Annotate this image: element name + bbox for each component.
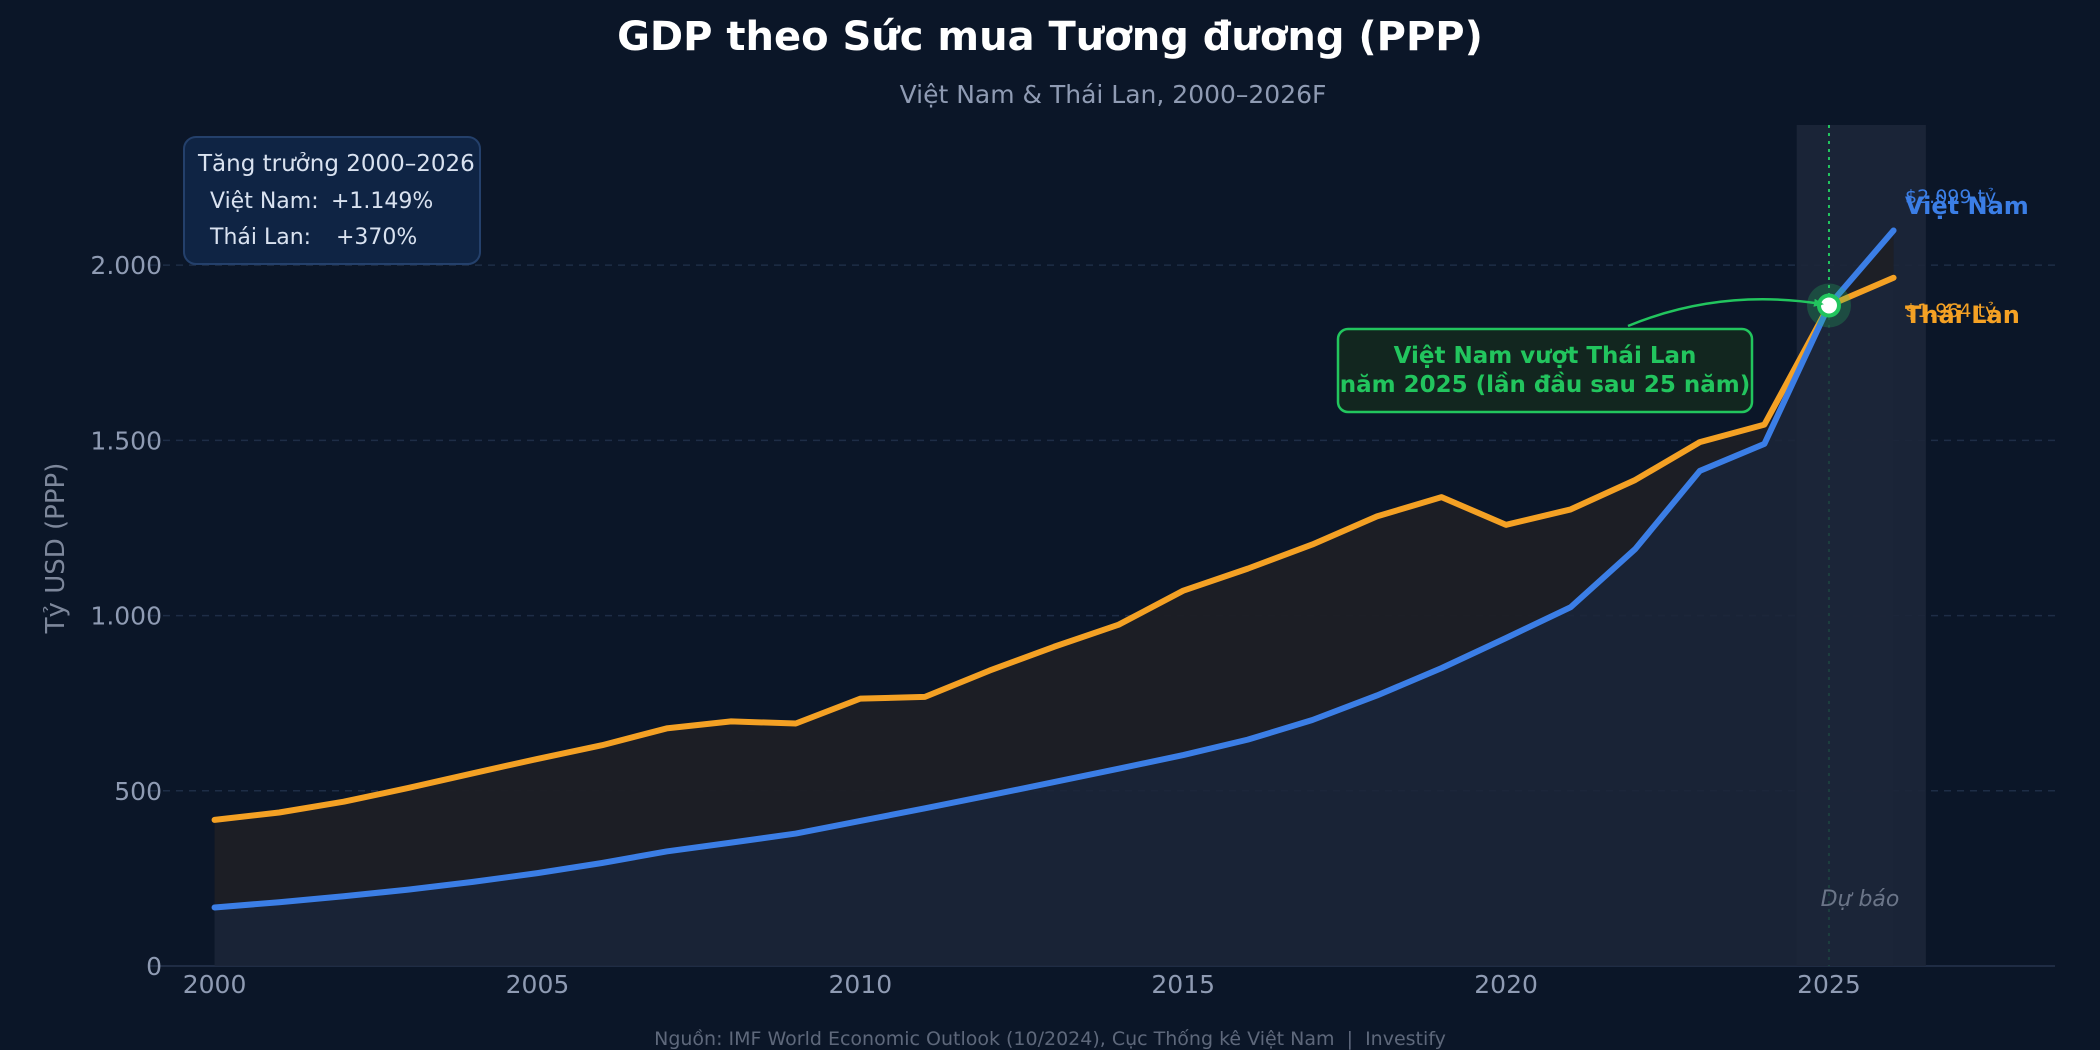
chart-title: GDP theo Sức mua Tương đương (PPP) bbox=[617, 14, 1483, 60]
annotation-text-line1: Việt Nam vượt Thái Lan bbox=[1394, 343, 1697, 369]
x-tick-label: 2000 bbox=[183, 970, 247, 999]
series-value-label-vietnam: $2.099 tỷ bbox=[1905, 186, 1996, 208]
axis-ticks: 0 500 1.000 1.500 2.000 2000 2005 2010 2015 2020 2… bbox=[90, 251, 1860, 999]
growth-legend-box: Tăng trưởng 2000–2026 Việt Nam: +1.149% … bbox=[183, 136, 481, 265]
x-tick-label: 2020 bbox=[1474, 970, 1538, 999]
crossover-marker-group bbox=[1806, 283, 1851, 328]
y-tick-label: 2.000 bbox=[90, 251, 162, 280]
x-tick-label: 2010 bbox=[829, 970, 893, 999]
crossover-marker bbox=[1816, 293, 1841, 318]
series-value-label-thailand: $1.964 tỷ bbox=[1905, 300, 1996, 322]
series-name-label-thailand: Thái Lan bbox=[1905, 301, 2020, 329]
growth-box-background bbox=[183, 136, 481, 265]
growth-row-thailand-value: +370% bbox=[336, 225, 417, 250]
y-axis-label: Tỷ USD (PPP) bbox=[41, 463, 71, 635]
y-tick-label: 1.500 bbox=[90, 426, 162, 455]
series-line-thailand bbox=[211, 274, 1897, 823]
growth-row-thailand-label: Thái Lan: bbox=[209, 225, 311, 250]
area-vietnam bbox=[214, 230, 1894, 967]
growth-row-vietnam-value: +1.149% bbox=[331, 189, 433, 214]
source-note: Nguồn: IMF World Economic Outlook (10/20… bbox=[654, 1028, 1446, 1050]
series-line-vietnam bbox=[211, 227, 1897, 911]
series-lines bbox=[211, 227, 1897, 911]
crossover-annotation: Việt Nam vượt Thái Lan năm 2025 (lần đầu… bbox=[1336, 298, 1824, 414]
growth-box-title: Tăng trưởng 2000–2026 bbox=[197, 151, 475, 177]
growth-row-vietnam-label: Việt Nam: bbox=[210, 189, 319, 214]
annotation-arrow bbox=[1627, 298, 1824, 328]
annotation-box bbox=[1336, 327, 1754, 414]
y-tick-label: 1.000 bbox=[90, 602, 162, 631]
y-tick-label: 500 bbox=[114, 777, 162, 806]
y-tick-label: 0 bbox=[146, 952, 162, 981]
forecast-label: Dự báo bbox=[1821, 887, 1900, 912]
x-tick-label: 2015 bbox=[1151, 970, 1215, 999]
series-name-label-vietnam: Việt Nam bbox=[1905, 192, 2029, 220]
x-tick-label: 2025 bbox=[1797, 970, 1861, 999]
annotation-text-line2: năm 2025 (lần đầu sau 25 năm) bbox=[1340, 371, 1751, 398]
x-tick-label: 2005 bbox=[506, 970, 570, 999]
chart-subtitle: Việt Nam & Thái Lan, 2000–2026F bbox=[900, 80, 1327, 109]
